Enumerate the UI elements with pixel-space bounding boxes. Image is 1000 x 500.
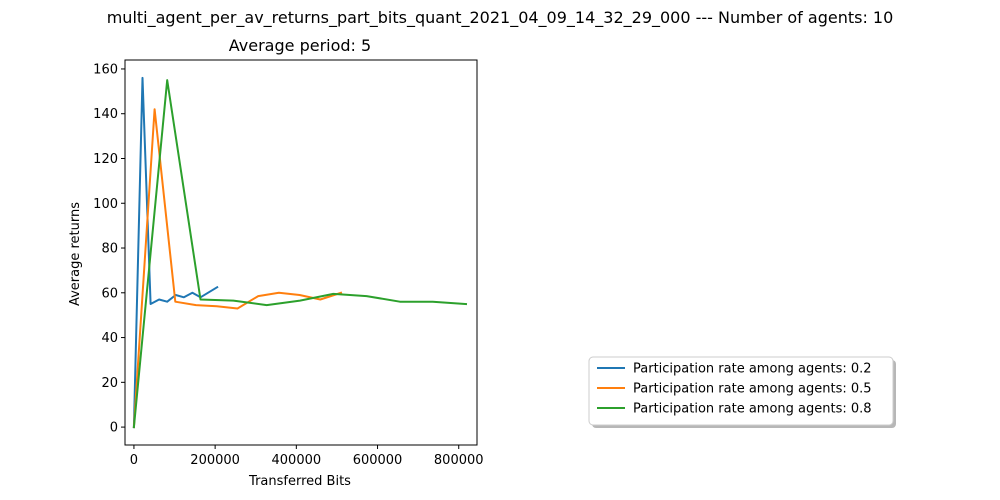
legend-entry: Participation rate among agents: 0.8 — [597, 402, 872, 417]
y-tick-label: 100 — [93, 197, 118, 212]
legend-entry: Participation rate among agents: 0.5 — [597, 382, 872, 397]
x-axis-label: Transferred Bits — [248, 474, 351, 489]
legend-label: Participation rate among agents: 0.5 — [633, 382, 872, 397]
y-axis-label: Average returns — [68, 202, 83, 306]
plot-lines — [132, 76, 468, 429]
legend-entries: Participation rate among agents: 0.2 Part… — [597, 362, 872, 417]
legend: Participation rate among agents: 0.2 Part… — [588, 356, 896, 428]
y-tick-label: 40 — [101, 331, 118, 346]
legend-label: Participation rate among agents: 0.8 — [633, 402, 872, 417]
series-line-2 — [132, 79, 468, 429]
legend-label: Participation rate among agents: 0.2 — [633, 362, 872, 377]
y-tick-label: 60 — [101, 286, 118, 301]
y-tick-label: 140 — [93, 107, 118, 122]
x-axis-ticks: 0 200000 400000 600000 800000 — [130, 445, 484, 468]
x-tick-label: 800000 — [434, 453, 484, 468]
x-tick-label: 0 — [130, 453, 138, 468]
chart-subtitle: Average period: 5 — [229, 36, 371, 55]
legend-box — [588, 356, 894, 426]
y-tick-label: 0 — [110, 421, 118, 436]
legend-entry: Participation rate among agents: 0.2 — [597, 362, 872, 377]
plot-frame — [124, 59, 478, 446]
y-axis-ticks: 0 20 40 60 80 100 120 140 160 — [93, 62, 125, 436]
y-tick-label: 20 — [101, 376, 118, 391]
y-tick-label: 80 — [101, 242, 118, 257]
series-line-0 — [132, 76, 219, 429]
x-tick-label: 200000 — [190, 453, 240, 468]
series-line-1 — [132, 108, 343, 429]
x-tick-label: 400000 — [272, 453, 322, 468]
chart-title: multi_agent_per_av_returns_part_bits_qua… — [107, 8, 894, 28]
x-tick-label: 600000 — [353, 453, 403, 468]
y-tick-label: 160 — [93, 62, 118, 77]
y-tick-label: 120 — [93, 152, 118, 167]
